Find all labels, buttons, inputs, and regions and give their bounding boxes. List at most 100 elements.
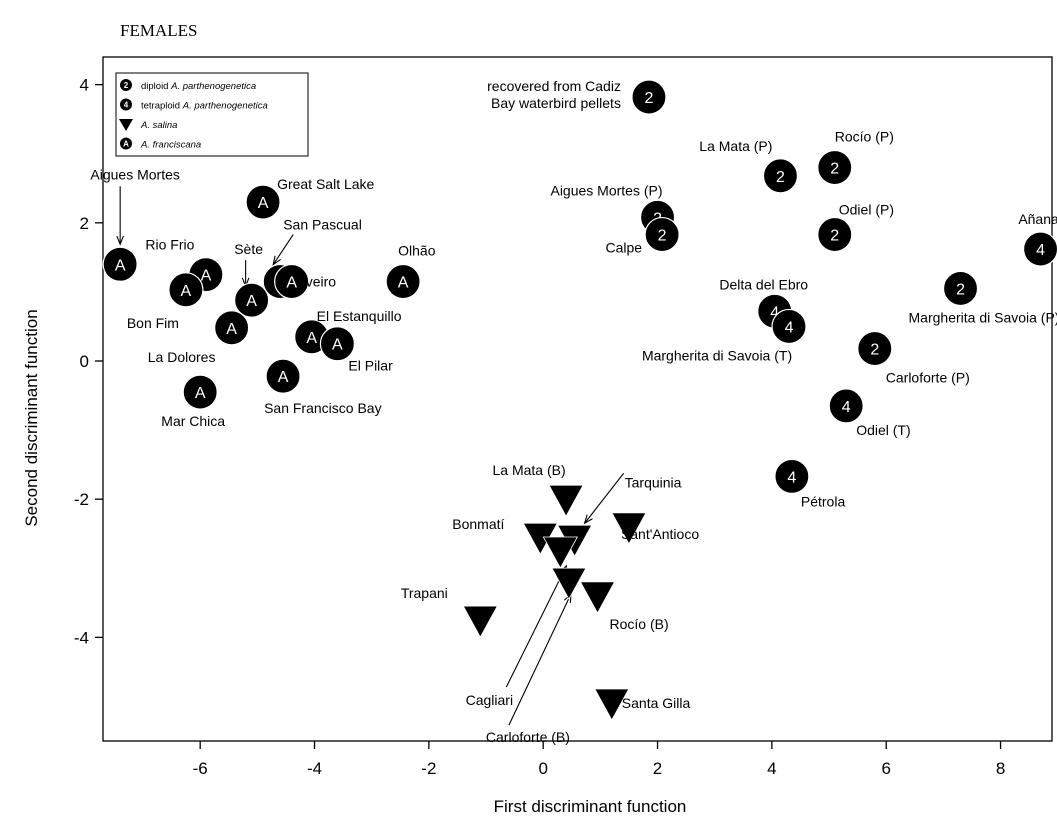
point-label: La Mata (B) <box>492 462 565 478</box>
triangle-marker-sant-antioco <box>611 512 647 545</box>
point-label: El Estanquillo <box>317 308 402 324</box>
marker-symbol: A <box>201 268 212 285</box>
legend-marker-symbol: 4 <box>124 101 129 110</box>
circle-marker-recovered-from-cadiz-bay-waterbird-pellets <box>631 79 667 115</box>
point-label: Rio Frio <box>145 237 194 253</box>
annotation-arrowhead <box>583 514 593 525</box>
circle-marker-great-salt-lake <box>245 184 281 220</box>
marker-symbol: 2 <box>645 90 654 107</box>
circle-marker-la-mata-p <box>762 158 799 194</box>
marker-symbol: A <box>258 195 269 212</box>
circle-marker-el-pilar <box>319 326 355 362</box>
marker-symbol: 4 <box>1036 242 1045 259</box>
triangle-marker-santa-gilla <box>594 688 630 721</box>
triangle-marker-trapani <box>462 605 498 638</box>
circle-marker-s-te <box>234 282 270 318</box>
point-label: Trapani <box>401 585 448 601</box>
marker-symbol: 4 <box>770 304 779 321</box>
legend-label: A. franciscana <box>140 140 201 151</box>
x-tick-label: 8 <box>996 759 1005 778</box>
x-tick-label: 6 <box>881 759 890 778</box>
point-label: Tarquinia <box>625 474 682 490</box>
point-label: Odiel (P) <box>839 202 894 218</box>
annotation-arrow <box>505 565 567 688</box>
circle-marker-margherita-di-savoia-t <box>771 308 807 345</box>
point-label: Bon Fim <box>127 315 179 331</box>
point-label: La Dolores <box>148 349 216 365</box>
marker-symbol: A <box>246 293 257 310</box>
circle-marker-carloforte-p <box>857 330 893 367</box>
point-label: Calpe <box>606 240 643 256</box>
annotation-arrow <box>508 593 572 726</box>
circle-marker-odiel-t <box>828 388 864 424</box>
plot-frame: -6 -4 -2 0 2 4 6 8 -4 -2 0 2 4 <box>74 56 1053 778</box>
legend-box <box>115 72 309 157</box>
marker-symbol: A <box>306 330 317 347</box>
point-label: Sant'Antioco <box>621 526 699 542</box>
legend: 2 diploid A. parthenogenetica 4 tetraploid … <box>115 72 309 157</box>
circle-marker-aigues-mortes <box>102 246 138 282</box>
point-label: Aigues Mortes <box>90 166 179 182</box>
point-label: Great Salt Lake <box>277 176 374 192</box>
legend-label: diploid A. parthenogenetica <box>141 81 256 92</box>
circle-marker-calpe <box>644 216 680 253</box>
circle-marker-la-dolores <box>214 310 250 346</box>
marker-symbol: A <box>115 257 126 274</box>
marker-symbol: A <box>286 275 297 292</box>
legend-triangle-marker <box>119 119 133 131</box>
marker-symbol: 4 <box>785 319 794 336</box>
legend-marker-symbol: A <box>123 140 129 149</box>
x-axis-label: First discriminant function <box>494 797 687 816</box>
legend-circle-marker <box>120 79 132 91</box>
point-label: Aveiro <box>297 274 337 290</box>
x-tick-label: -6 <box>193 759 208 778</box>
x-tick-label: -2 <box>421 759 436 778</box>
marker-symbol: A <box>398 275 409 292</box>
point-label: San Francisco Bay <box>264 400 382 416</box>
marker-symbol: A <box>278 369 289 386</box>
point-label: El Pilar <box>348 358 393 374</box>
chart-title: FEMALES <box>120 21 197 40</box>
circle-marker-p-trola <box>774 458 810 494</box>
x-tick-label: 4 <box>767 759 776 778</box>
marker-symbol: 2 <box>870 342 879 359</box>
annotation-arrowhead <box>116 235 124 246</box>
circle-marker-san-francisco-bay <box>265 358 301 394</box>
point-label: Rocío (P) <box>835 129 894 145</box>
point-labels: La Mata (P) Rocío (P) Aigues Mortes (P) Cal… <box>90 78 1057 745</box>
point-label: Añana <box>1018 211 1057 227</box>
marker-symbol: 2 <box>776 169 785 186</box>
circle-marker-bon-fim <box>168 272 204 308</box>
triangle-marker-roc-o-b <box>579 581 616 614</box>
marker-symbol: 2 <box>830 161 839 178</box>
marker-symbol: 4 <box>842 399 851 416</box>
triangle-marker-cagliari <box>542 536 579 569</box>
point-label: Cagliari <box>466 692 513 708</box>
legend-circle-marker <box>120 137 132 150</box>
data-markers: 2222222244444AAAAAAAAAAAAA <box>102 79 1057 721</box>
circle-marker-olh-o <box>385 263 421 300</box>
y-tick-label: 0 <box>80 352 89 371</box>
legend-label: A. salina <box>140 120 177 131</box>
point-label: Delta del Ebro <box>719 276 808 292</box>
y-tick-label: 4 <box>80 76 89 95</box>
x-tick-label: -4 <box>307 759 322 778</box>
point-label: San Pascual <box>283 217 362 233</box>
legend-label: tetraploid A. parthenogenetica <box>141 101 268 112</box>
marker-symbol: 2 <box>956 281 965 298</box>
circle-marker-margherita-di-savoia-p <box>942 270 979 307</box>
circle-marker-odiel-p <box>817 216 853 253</box>
circle-marker-mar-chica <box>182 374 218 410</box>
point-label: Odiel (T) <box>856 422 910 438</box>
point-label: Rocío (B) <box>610 616 669 632</box>
marker-symbol: A <box>226 321 237 338</box>
plot-border <box>102 56 1053 742</box>
x-tick-label: 2 <box>653 759 662 778</box>
point-label: Olhão <box>398 243 436 259</box>
triangle-marker-la-mata-b <box>548 484 584 518</box>
circle-marker-aveiro <box>274 263 310 300</box>
circle-marker-roc-o-p <box>817 149 853 186</box>
legend-marker-symbol: 2 <box>124 81 129 90</box>
y-tick-label: -4 <box>74 628 89 647</box>
